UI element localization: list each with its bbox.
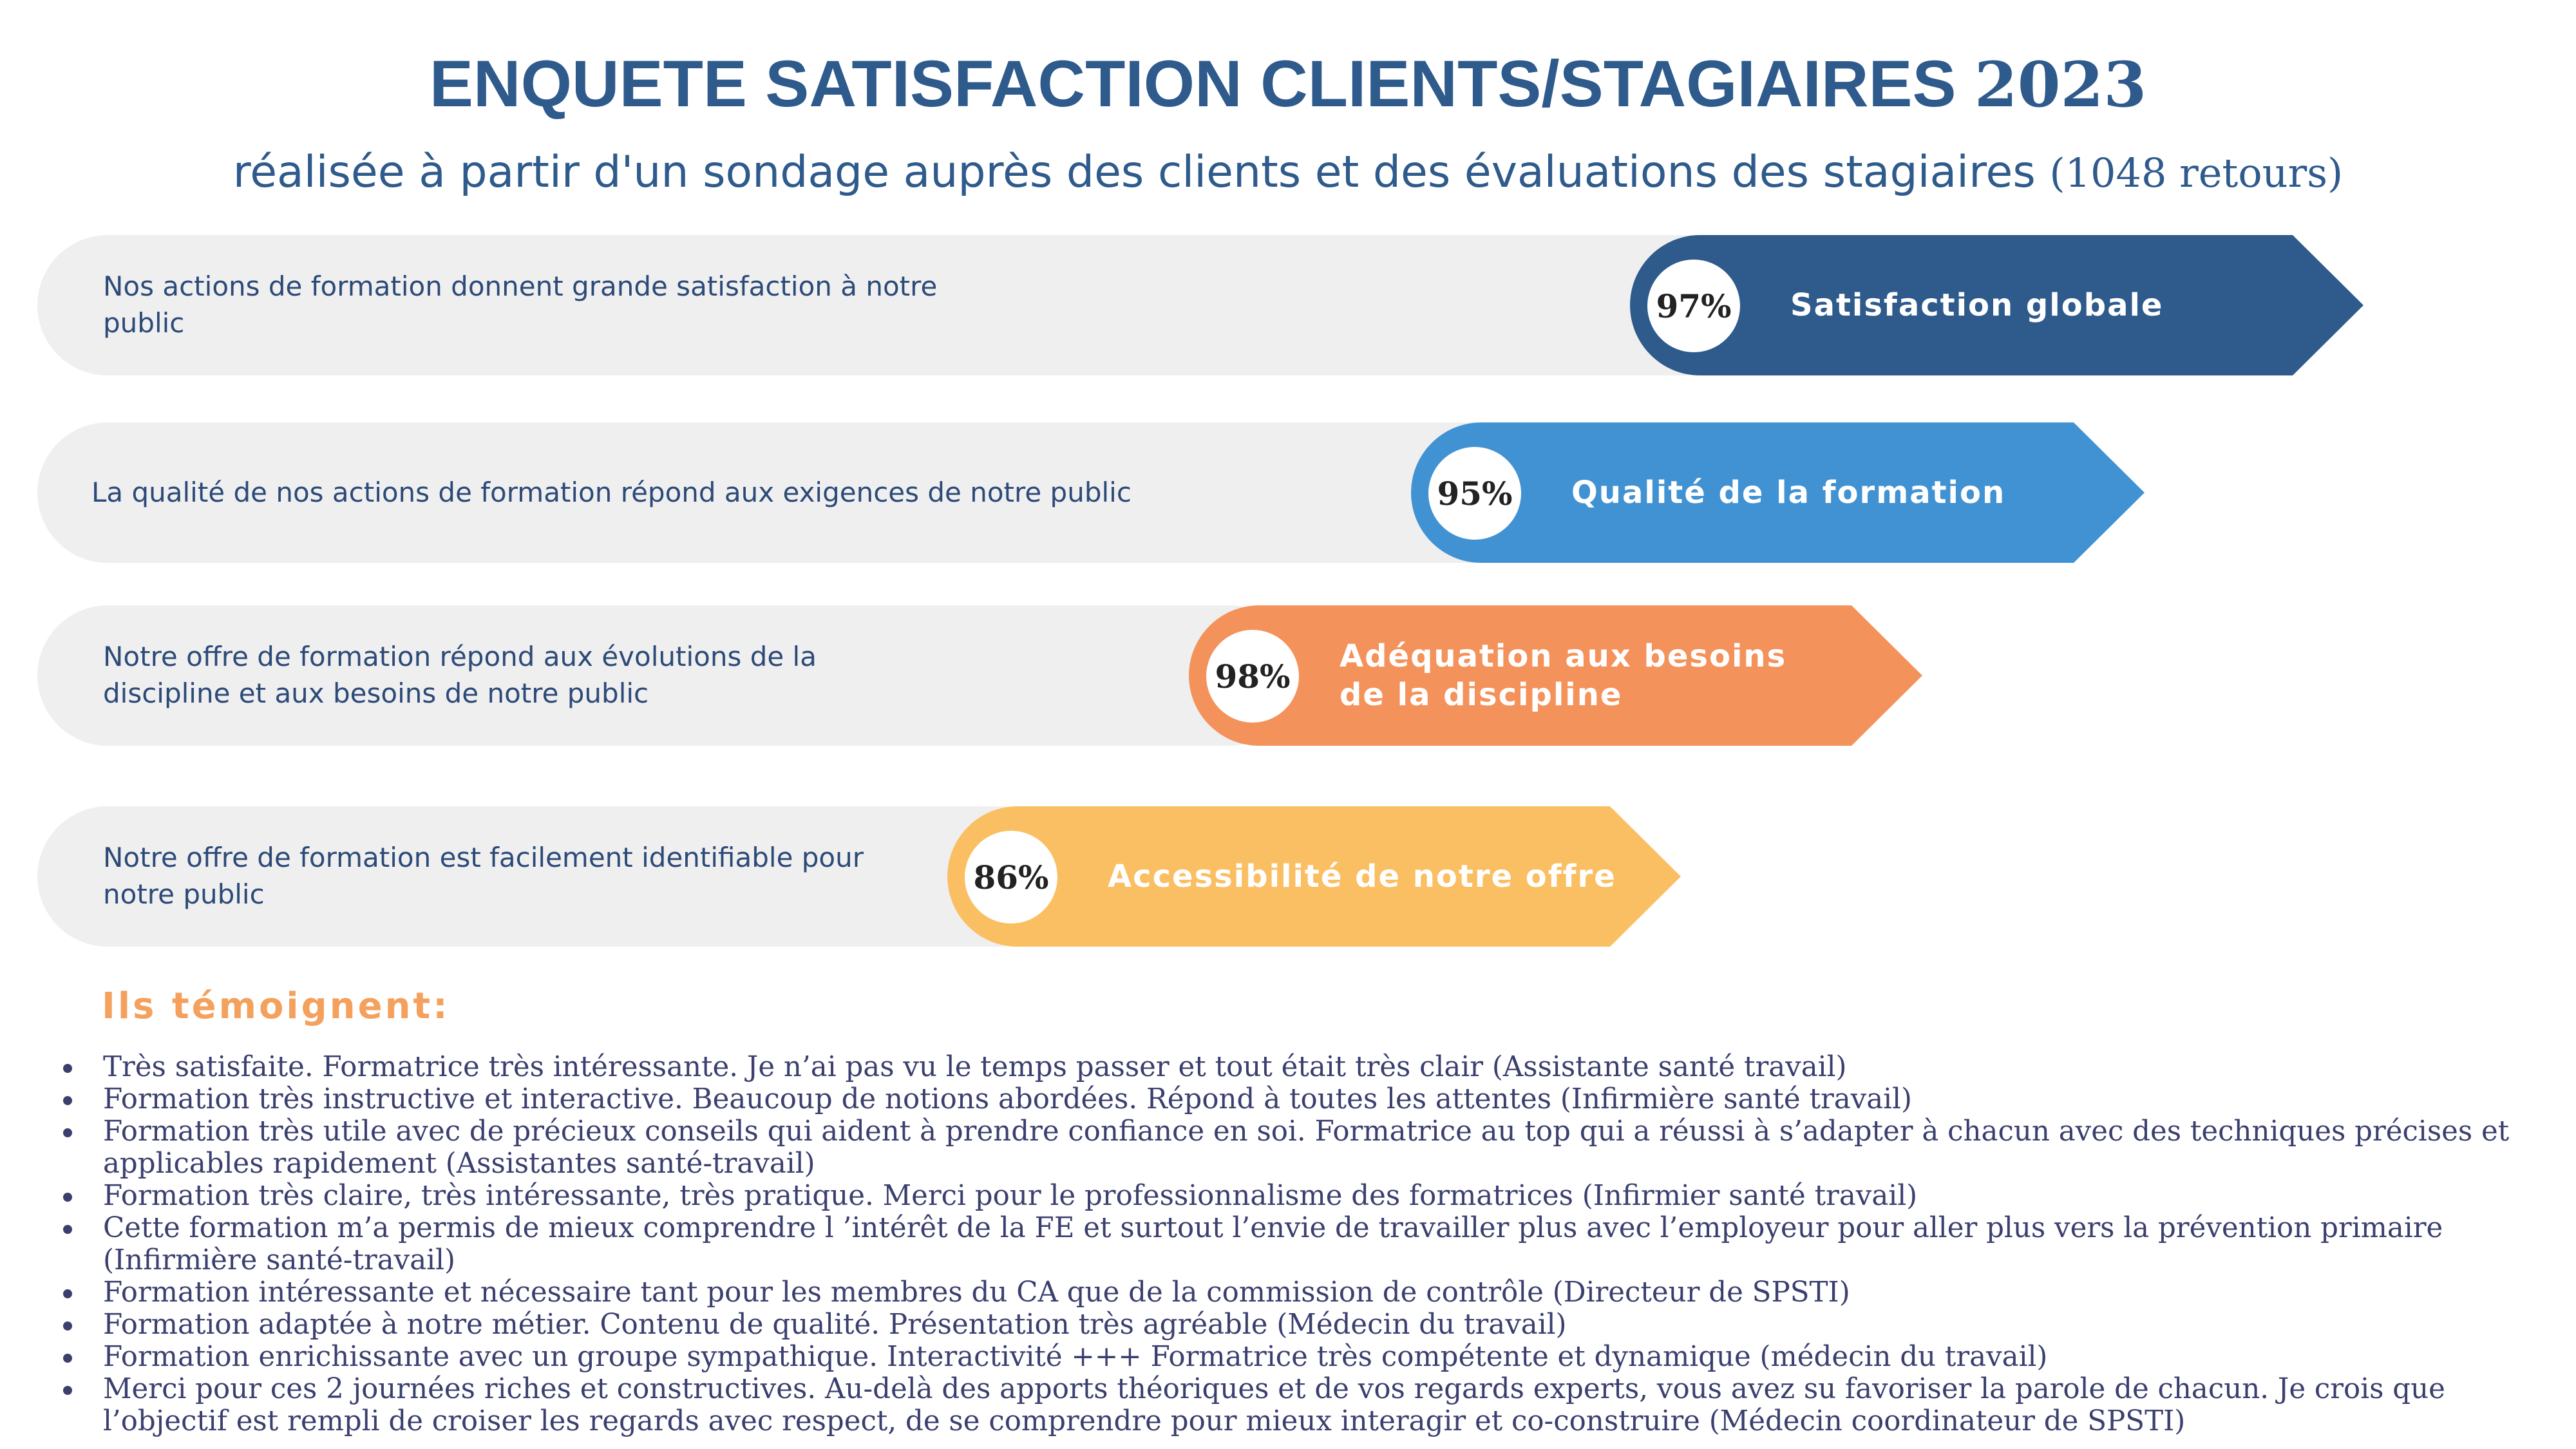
- testimonial-item: Cette formation m’a permis de mieux comp…: [58, 1212, 2557, 1276]
- indicator-track: [37, 605, 1300, 746]
- indicator-badge: 86% Accessibilité de notre offre: [947, 806, 1681, 947]
- indicator-track: [37, 235, 1841, 375]
- indicator-track: [37, 422, 1583, 563]
- badge-arrow-shape: [1411, 422, 2145, 563]
- indicator-description: Notre offre de formation est facilement …: [103, 842, 864, 910]
- testimonials-heading: Ils témoignent:: [102, 985, 450, 1027]
- indicator-row-adequation: Notre offre de formation répond aux évol…: [0, 605, 2576, 753]
- indicator-label: Satisfaction globale: [1790, 287, 2164, 323]
- testimonial-item: Formation intéressante et nécessaire tan…: [58, 1276, 2557, 1309]
- indicator-row-accessibility: Notre offre de formation est facilement …: [0, 806, 2576, 954]
- subtitle-text: réalisée à partir d'un sondage auprès de…: [232, 147, 2036, 198]
- indicator-row-quality: La qualité de nos actions de formation r…: [0, 422, 2576, 571]
- indicator-description: Notre offre de formation répond aux évol…: [103, 641, 817, 709]
- testimonial-item: Merci pour ces 2 journées riches et cons…: [58, 1373, 2557, 1437]
- testimonial-item: Formation très utile avec de précieux co…: [58, 1115, 2557, 1180]
- indicator-track: [37, 806, 1068, 947]
- indicator-label: Adéquation aux besoins de la discipline: [1340, 638, 1787, 713]
- testimonial-item: Formation très instructive et interactiv…: [58, 1083, 2557, 1115]
- percent-circle: 86%: [965, 831, 1057, 923]
- percent-circle: 95%: [1428, 447, 1521, 540]
- badge-arrow-shape: [1189, 605, 1922, 746]
- badge-arrow-shape: [947, 806, 1681, 947]
- badge-arrow-shape: [1630, 235, 2363, 375]
- title-year: 2023: [1974, 48, 2147, 121]
- testimonial-item: Formation très claire, très intéressante…: [58, 1180, 2557, 1212]
- testimonials-list: Très satisfaite. Formatrice très intéres…: [58, 1051, 2557, 1437]
- indicator-row-satisfaction: Nos actions de formation donnent grande …: [0, 235, 2576, 383]
- percent-circle: 97%: [1647, 260, 1740, 352]
- indicator-badge: 98% Adéquation aux besoins de la discipl…: [1188, 605, 1922, 746]
- indicator-description: Nos actions de formation donnent grande …: [103, 270, 938, 339]
- indicator-badge: 97% Satisfaction globale: [1629, 235, 2363, 375]
- indicator-label: Accessibilité de notre offre: [1108, 858, 1616, 895]
- indicator-description: La qualité de nos actions de formation r…: [91, 476, 1132, 508]
- page-title: ENQUETE SATISFACTION CLIENTS/STAGIAIRES …: [0, 46, 2576, 122]
- returns-count: (1048 retours): [2049, 149, 2344, 196]
- testimonial-item: Formation adaptée à notre métier. Conten…: [58, 1309, 2557, 1341]
- testimonial-item: Très satisfaite. Formatrice très intéres…: [58, 1051, 2557, 1083]
- testimonial-item: Formation enrichissante avec un groupe s…: [58, 1341, 2557, 1373]
- indicator-badge: 95% Qualité de la formation: [1410, 422, 2145, 563]
- percent-circle: 98%: [1206, 630, 1299, 723]
- page-subtitle: réalisée à partir d'un sondage auprès de…: [0, 147, 2576, 198]
- indicator-label: Qualité de la formation: [1571, 475, 2006, 511]
- title-text: ENQUETE SATISFACTION CLIENTS/STAGIAIRES: [429, 47, 1956, 120]
